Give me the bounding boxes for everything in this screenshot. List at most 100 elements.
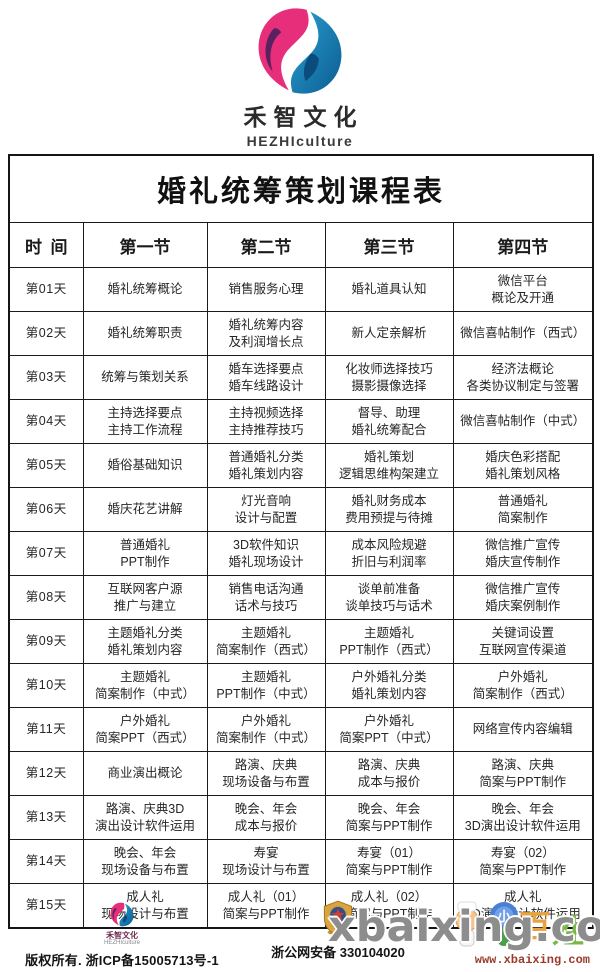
session-cell: 寿宴（01） 简案与PPT制作 bbox=[324, 839, 454, 884]
day-cell: 第10天 bbox=[8, 663, 84, 708]
session-cell: 微信喜帖制作（西式） bbox=[452, 311, 594, 356]
footer: 禾智文化 HEZHIculture 版权所有. 浙ICP备15005713号-1… bbox=[0, 898, 600, 972]
session-cell: 主题婚礼 简案制作（中式） bbox=[82, 663, 208, 708]
session-cell: 微信推广宣传 婚庆案例制作 bbox=[452, 575, 594, 620]
police-badge-icon bbox=[323, 900, 353, 936]
header-session-4: 第四节 bbox=[452, 222, 594, 268]
session-cell: 商业演出概论 bbox=[82, 751, 208, 796]
session-cell: 户外婚礼 简案制作（西式） bbox=[452, 663, 594, 708]
table-title: 婚礼统筹策划课程表 bbox=[8, 154, 594, 223]
table-row: 第09天 主题婚礼分类 婚礼策划内容 主题婚礼 简案制作（西式） 主题婚礼 PPT制作（西式… bbox=[8, 619, 594, 664]
day-cell: 第01天 bbox=[8, 267, 84, 312]
day-cell: 第02天 bbox=[8, 311, 84, 356]
session-cell: 主题婚礼 PPT制作（中式） bbox=[206, 663, 326, 708]
day-cell: 第11天 bbox=[8, 707, 84, 752]
session-cell: 婚庆花艺讲解 bbox=[82, 487, 208, 532]
table-row: 第11天 户外婚礼 简案PPT（西式） 户外婚礼 简案制作（中式） 户外婚礼 简案PPT（中… bbox=[8, 707, 594, 752]
session-cell: 婚礼道具认知 bbox=[324, 267, 454, 312]
session-cell: 销售电话沟通 话术与技巧 bbox=[206, 575, 326, 620]
session-cell: 婚礼财务成本 费用预提与待摊 bbox=[324, 487, 454, 532]
header-session-1: 第一节 bbox=[82, 222, 208, 268]
session-cell: 晚会、年会 成本与报价 bbox=[206, 795, 326, 840]
table-row: 第12天 商业演出概论 路演、庆典 现场设备与布置 路演、庆典 成本与报价 路演、庆典 简案与… bbox=[8, 751, 594, 796]
session-cell: 婚俗基础知识 bbox=[82, 443, 208, 488]
course-table-body: 第01天 婚礼统筹概论 销售服务心理 婚礼道具认知 微信平台 概论及开通第02天 婚礼统筹职… bbox=[8, 267, 594, 929]
session-cell: 户外婚礼 简案制作（中式） bbox=[206, 707, 326, 752]
xbaixing-url-text: www.xbaixing.com bbox=[474, 953, 590, 967]
day-cell: 第04天 bbox=[8, 399, 84, 444]
session-cell: 路演、庆典 简案与PPT制作 bbox=[452, 751, 594, 796]
session-cell: 路演、庆典3D 演出设计软件运用 bbox=[82, 795, 208, 840]
footer-watermark-block: 小 百 姓 www.xbaixing.com bbox=[416, 898, 596, 970]
header-time: 时 间 bbox=[8, 222, 84, 268]
session-cell: 户外婚礼分类 婚礼策划内容 bbox=[324, 663, 454, 708]
session-cell: 网络宣传内容编辑 bbox=[452, 707, 594, 752]
session-cell: 成人礼（01） 简案与PPT制作 bbox=[206, 883, 326, 929]
session-cell: 婚礼统筹内容 及利润增长点 bbox=[206, 311, 326, 356]
day-cell: 第12天 bbox=[8, 751, 84, 796]
session-cell: 主持选择要点 主持工作流程 bbox=[82, 399, 208, 444]
session-cell: 互联网客户源 推广与建立 bbox=[82, 575, 208, 620]
session-cell: 普通婚礼分类 婚礼策划内容 bbox=[206, 443, 326, 488]
security-filing-text: 浙公网安备 330104020 bbox=[238, 942, 438, 961]
session-cell: 成本风险规避 折旧与利润率 bbox=[324, 531, 454, 576]
session-cell: 微信推广宣传 婚庆宣传制作 bbox=[452, 531, 594, 576]
mascot-badge-char: 小 bbox=[497, 909, 510, 924]
brand-name-en: HEZHIculture bbox=[246, 133, 354, 149]
session-cell: 婚礼统筹概论 bbox=[82, 267, 208, 312]
footer-brand-name: 禾智文化 bbox=[106, 931, 138, 940]
session-cell: 户外婚礼 简案PPT（西式） bbox=[82, 707, 208, 752]
session-cell: 新人定亲解析 bbox=[324, 311, 454, 356]
table-row: 第04天 主持选择要点 主持工作流程 主持视频选择 主持推荐技巧 督导、助理 婚礼统筹配合微… bbox=[8, 399, 594, 444]
session-cell: 晚会、年会 简案与PPT制作 bbox=[324, 795, 454, 840]
xbaixing-mascot-icon: 小 百 姓 bbox=[455, 901, 584, 949]
header-session-2: 第二节 bbox=[206, 222, 326, 268]
session-cell: 晚会、年会 3D演出设计软件运用 bbox=[452, 795, 594, 840]
session-cell: 婚礼统筹职责 bbox=[82, 311, 208, 356]
session-cell: 关键词设置 互联网宣传渠道 bbox=[452, 619, 594, 664]
table-row: 第07天 普通婚礼 PPT制作 3D软件知识 婚礼现场设计 成本风险规避 折旧与利润率 微信推… bbox=[8, 531, 594, 576]
day-cell: 第09天 bbox=[8, 619, 84, 664]
table-row: 第13天 路演、庆典3D 演出设计软件运用 晚会、年会 成本与报价 晚会、年会 简案与PPT… bbox=[8, 795, 594, 840]
table-header-row: 时 间 第一节 第二节 第三节 第四节 bbox=[8, 222, 594, 268]
session-cell: 3D软件知识 婚礼现场设计 bbox=[206, 531, 326, 576]
session-cell: 路演、庆典 现场设备与布置 bbox=[206, 751, 326, 796]
session-cell: 寿宴（02） 简案与PPT制作 bbox=[452, 839, 594, 884]
session-cell: 统筹与策划关系 bbox=[82, 355, 208, 400]
session-cell: 经济法概论 各类协议制定与签署 bbox=[452, 355, 594, 400]
table-row: 第08天 互联网客户源 推广与建立 销售电话沟通 话术与技巧 谈单前准备 谈单技巧与话术 微信… bbox=[8, 575, 594, 620]
table-row: 第06天 婚庆花艺讲解 灯光音响 设计与配置 婚礼财务成本 费用预提与待摊 普通婚礼 简案制作 bbox=[8, 487, 594, 532]
icp-copyright-text: 版权所有. 浙ICP备15005713号-1 bbox=[25, 953, 219, 969]
table-row: 第10天 主题婚礼 简案制作（中式） 主题婚礼 PPT制作（中式） 户外婚礼分类 婚礼策划内… bbox=[8, 663, 594, 708]
session-cell: 督导、助理 婚礼统筹配合 bbox=[324, 399, 454, 444]
hezhi-logo-icon bbox=[253, 6, 347, 96]
brand-name: 禾智文化 bbox=[243, 104, 364, 130]
footer-security-block: 浙公网安备 330104020 bbox=[238, 900, 438, 961]
day-cell: 第03天 bbox=[8, 355, 84, 400]
day-cell: 第07天 bbox=[8, 531, 84, 576]
table-title-row: 婚礼统筹策划课程表 bbox=[8, 154, 594, 223]
brand-header: 禾智文化 HEZHIculture bbox=[0, 6, 600, 149]
session-cell: 主持视频选择 主持推荐技巧 bbox=[206, 399, 326, 444]
day-cell: 第15天 bbox=[8, 883, 84, 929]
session-cell: 婚庆色彩搭配 婚礼策划风格 bbox=[452, 443, 594, 488]
day-cell: 第14天 bbox=[8, 839, 84, 884]
table-row: 第05天 婚俗基础知识 普通婚礼分类 婚礼策划内容 婚礼策划 逻辑思维构架建立 婚庆色彩搭配… bbox=[8, 443, 594, 488]
session-cell: 谈单前准备 谈单技巧与话术 bbox=[324, 575, 454, 620]
session-cell: 主题婚礼 简案制作（西式） bbox=[206, 619, 326, 664]
table-row: 第15天 成人礼 现场设计与布置 成人礼（01） 简案与PPT制作 成人礼（02） 简案与P… bbox=[8, 883, 594, 929]
session-cell: 微信喜帖制作（中式） bbox=[452, 399, 594, 444]
session-cell: 普通婚礼 简案制作 bbox=[452, 487, 594, 532]
session-cell: 路演、庆典 成本与报价 bbox=[324, 751, 454, 796]
session-cell: 微信平台 概论及开通 bbox=[452, 267, 594, 312]
day-cell: 第08天 bbox=[8, 575, 84, 620]
session-cell: 灯光音响 设计与配置 bbox=[206, 487, 326, 532]
session-cell: 销售服务心理 bbox=[206, 267, 326, 312]
session-cell: 寿宴 现场设计与布置 bbox=[206, 839, 326, 884]
header-session-3: 第三节 bbox=[324, 222, 454, 268]
course-table: 婚礼统筹策划课程表 时 间 第一节 第二节 第三节 第四节 第01天 婚礼统筹概论… bbox=[8, 154, 595, 929]
mascot-char-1: 百 bbox=[519, 909, 551, 945]
session-cell: 普通婚礼 PPT制作 bbox=[82, 531, 208, 576]
security-label: 浙公网安备 bbox=[271, 945, 337, 960]
